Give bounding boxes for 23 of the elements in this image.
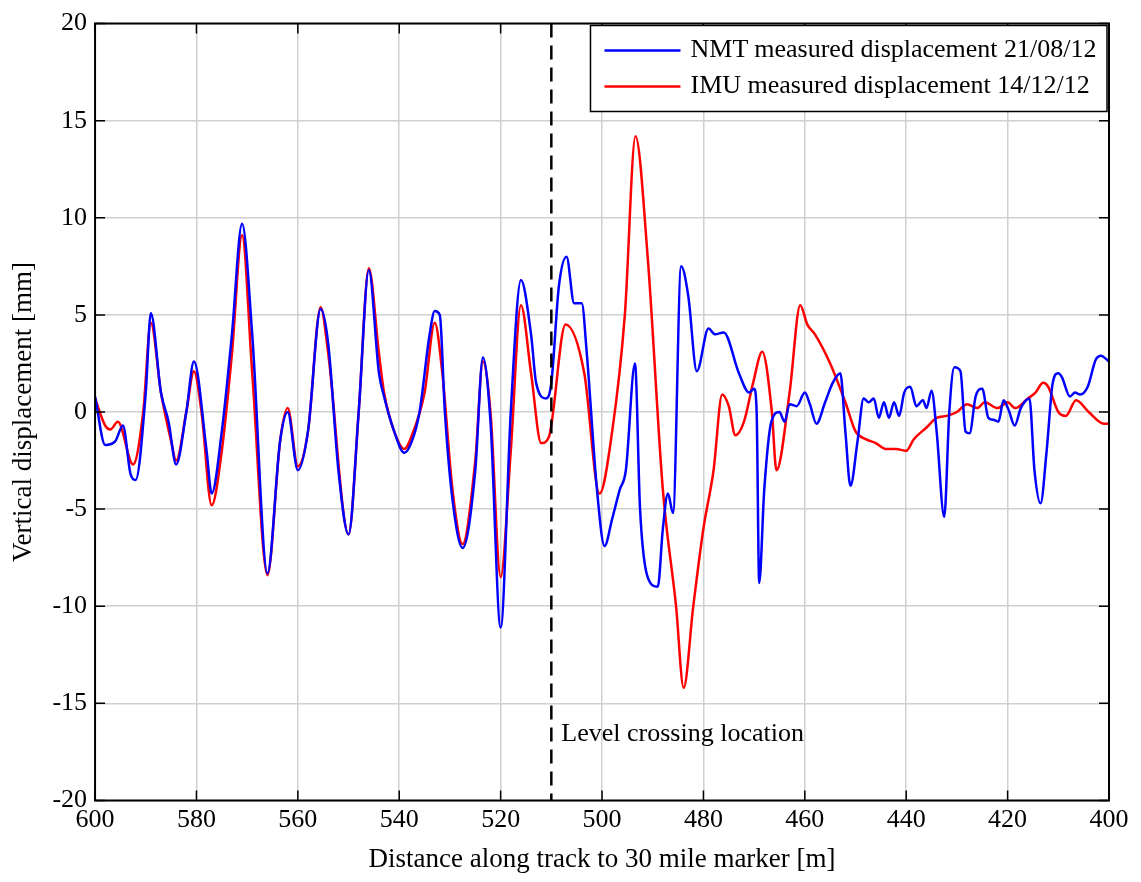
legend-label: NMT measured displacement 21/08/12	[690, 34, 1097, 64]
x-tick-label: 420	[988, 803, 1028, 833]
x-tick-label: 520	[481, 803, 521, 833]
y-tick-label: 10	[61, 201, 88, 231]
x-tick-label: 540	[379, 803, 419, 833]
ref-line-label: Level crossing location	[561, 718, 804, 748]
y-tick-label: 5	[74, 298, 88, 328]
x-tick-label: 500	[582, 803, 622, 833]
y-axis-title: Vertical displacement [mm]	[7, 262, 38, 562]
legend-label: IMU measured displacement 14/12/12	[690, 70, 1090, 100]
x-tick-label: 400	[1089, 803, 1129, 833]
x-tick-label: 440	[886, 803, 926, 833]
y-tick-label: -10	[52, 590, 88, 620]
x-tick-label: 460	[785, 803, 825, 833]
x-tick-label: 580	[176, 803, 216, 833]
y-tick-label: 15	[61, 104, 88, 134]
y-tick-label: 20	[61, 7, 88, 37]
y-tick-label: -15	[52, 687, 88, 717]
y-tick-label: 0	[74, 395, 88, 425]
x-tick-label: 560	[278, 803, 318, 833]
y-tick-label: -5	[65, 492, 88, 522]
x-axis-title: Distance along track to 30 mile marker [m]	[368, 842, 836, 873]
x-tick-label: 480	[683, 803, 723, 833]
